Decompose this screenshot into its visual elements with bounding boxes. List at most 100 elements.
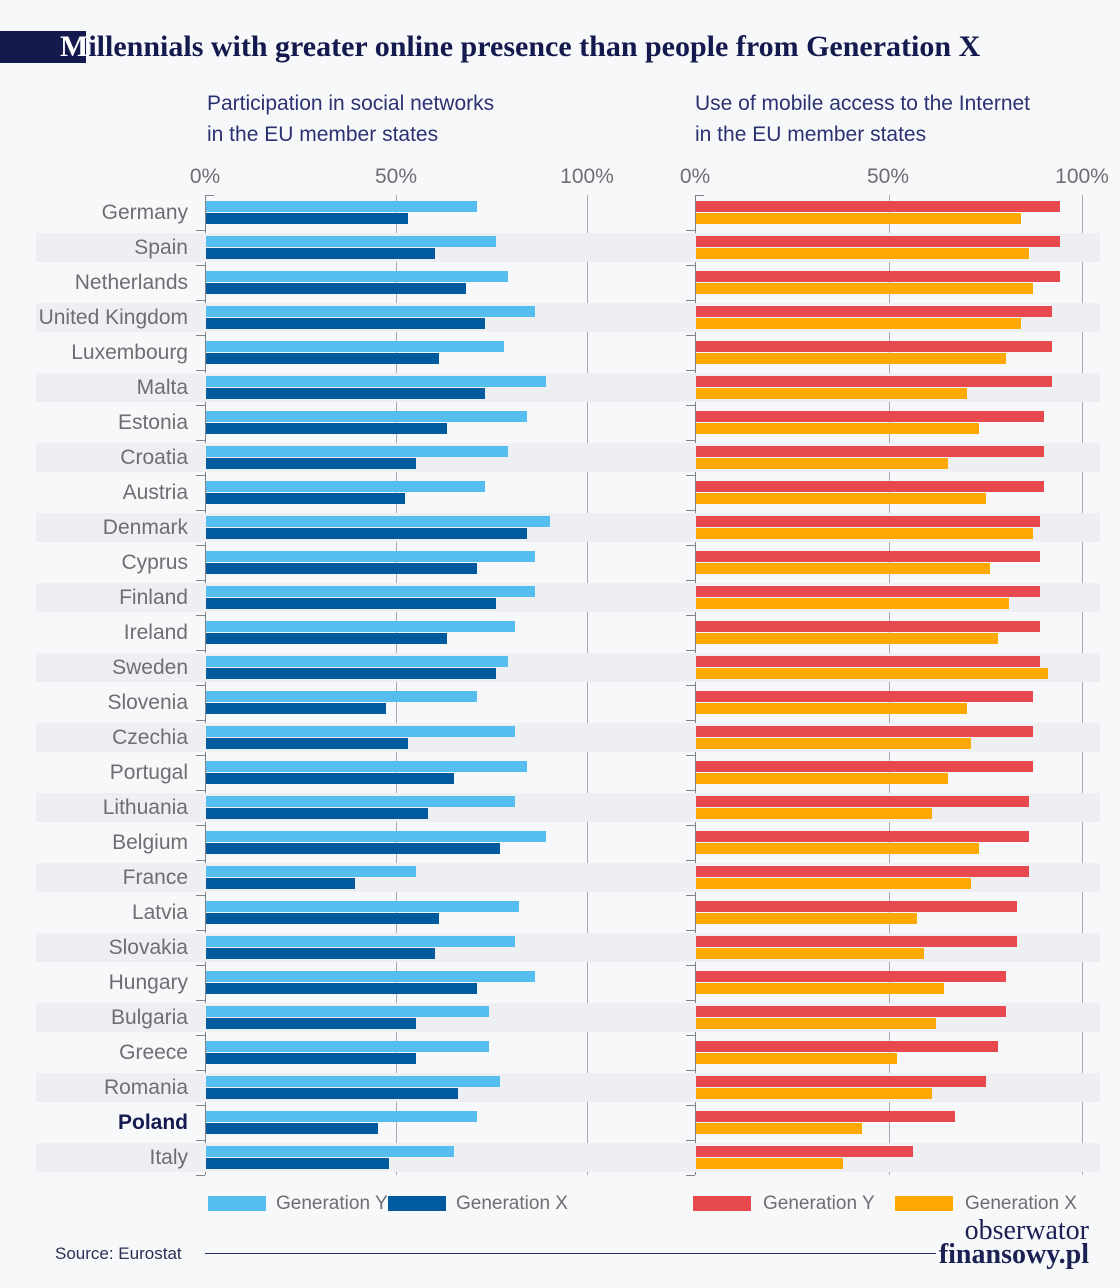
- country-label: Poland: [117, 1111, 188, 1134]
- axis-tick: [196, 265, 205, 266]
- axis-tick: [686, 685, 695, 686]
- bar-group: [696, 236, 1083, 259]
- country-label: Germany: [101, 201, 188, 224]
- bar-generation-y: [206, 1076, 500, 1087]
- chart-row: United Kingdom: [0, 300, 1120, 335]
- bar-group: [206, 1041, 588, 1064]
- bar-group: [206, 621, 588, 644]
- chart-row: Romania: [0, 1070, 1120, 1105]
- bar-group: [206, 936, 588, 959]
- x-axis-tick-label: 50%: [866, 165, 910, 188]
- country-label: Malta: [136, 376, 188, 399]
- bar-generation-x: [696, 773, 948, 784]
- x-axis-tick-label: 50%: [374, 165, 418, 188]
- bar-generation-y: [696, 761, 1033, 772]
- bar-generation-y: [206, 866, 416, 877]
- axis-tick: [205, 195, 214, 196]
- axis-tick: [196, 685, 205, 686]
- bar-generation-y: [206, 201, 477, 212]
- country-label: Belgium: [112, 831, 188, 854]
- axis-tick: [686, 405, 695, 406]
- gridline: [587, 195, 588, 1175]
- title-highlight-letter: M: [60, 30, 89, 63]
- axis-tick: [196, 1035, 205, 1036]
- x-axis-tick-label: 100%: [560, 165, 614, 188]
- bar-generation-x: [696, 913, 917, 924]
- chart-row: Bulgaria: [0, 1000, 1120, 1035]
- chart-row: Sweden: [0, 650, 1120, 685]
- bar-group: [696, 306, 1083, 329]
- bar-group: [206, 481, 588, 504]
- bar-group: [206, 761, 588, 784]
- axis-tick: [196, 440, 205, 441]
- chart-row: Lithuania: [0, 790, 1120, 825]
- chart-row: Greece: [0, 1035, 1120, 1070]
- bar-generation-x: [206, 773, 454, 784]
- bar-group: [696, 1041, 1083, 1064]
- country-label: Romania: [103, 1076, 188, 1099]
- bar-group: [206, 831, 588, 854]
- axis-tick: [196, 580, 205, 581]
- bar-generation-y: [206, 1006, 489, 1017]
- bar-generation-x: [696, 598, 1009, 609]
- bar-group: [206, 726, 588, 749]
- bar-group: [206, 306, 588, 329]
- bar-generation-x: [696, 1053, 897, 1064]
- country-label: Slovakia: [108, 936, 188, 959]
- bar-group: [696, 656, 1083, 679]
- chart-row: Slovakia: [0, 930, 1120, 965]
- bar-generation-y: [696, 691, 1033, 702]
- bar-generation-y: [696, 796, 1029, 807]
- y-axis-line: [695, 195, 696, 1175]
- bar-generation-y: [206, 306, 535, 317]
- axis-tick: [686, 1035, 695, 1036]
- subtitle-line: in the EU member states: [207, 123, 439, 146]
- subtitle-line: Participation in social networks: [207, 92, 495, 115]
- bar-generation-y: [696, 271, 1060, 282]
- bar-group: [696, 516, 1083, 539]
- axis-tick: [196, 615, 205, 616]
- axis-tick: [196, 1105, 205, 1106]
- title-highlight-box: [0, 31, 86, 63]
- axis-tick: [196, 510, 205, 511]
- bar-generation-y: [206, 376, 546, 387]
- country-label: Hungary: [108, 971, 188, 994]
- country-label: Latvia: [131, 901, 188, 924]
- legend-swatch-generation-x-social: [388, 1196, 446, 1211]
- bar-generation-y: [206, 796, 515, 807]
- bar-generation-x: [206, 633, 447, 644]
- bar-generation-x: [206, 213, 408, 224]
- chart-row: Germany: [0, 195, 1120, 230]
- bar-generation-y: [696, 621, 1040, 632]
- chart-row: Austria: [0, 475, 1120, 510]
- bar-generation-y: [206, 1146, 454, 1157]
- bar-generation-x: [696, 1088, 932, 1099]
- bar-group: [696, 1111, 1083, 1134]
- bar-generation-y: [696, 1111, 955, 1122]
- bar-group: [696, 796, 1083, 819]
- bar-generation-y: [696, 341, 1052, 352]
- bar-generation-y: [206, 551, 535, 562]
- axis-tick: [196, 335, 205, 336]
- axis-tick: [686, 300, 695, 301]
- axis-tick: [686, 930, 695, 931]
- axis-tick: [196, 1175, 205, 1176]
- axis-tick: [686, 1140, 695, 1141]
- bar-generation-y: [206, 726, 515, 737]
- bar-generation-x: [206, 738, 408, 749]
- bar-group: [206, 446, 588, 469]
- bar-generation-y: [206, 1041, 489, 1052]
- chart-row: Estonia: [0, 405, 1120, 440]
- bar-generation-y: [206, 341, 504, 352]
- subtitle-line: Use of mobile access to the Internet: [695, 92, 1031, 115]
- bar-group: [206, 901, 588, 924]
- bar-generation-y: [696, 446, 1044, 457]
- bar-group: [206, 516, 588, 539]
- axis-tick: [686, 545, 695, 546]
- country-label: United Kingdom: [38, 306, 188, 329]
- x-axis-tick-label: 0%: [679, 165, 711, 188]
- chart-row: Latvia: [0, 895, 1120, 930]
- bar-generation-x: [206, 1053, 416, 1064]
- axis-tick: [686, 510, 695, 511]
- chart-row: Italy: [0, 1140, 1120, 1175]
